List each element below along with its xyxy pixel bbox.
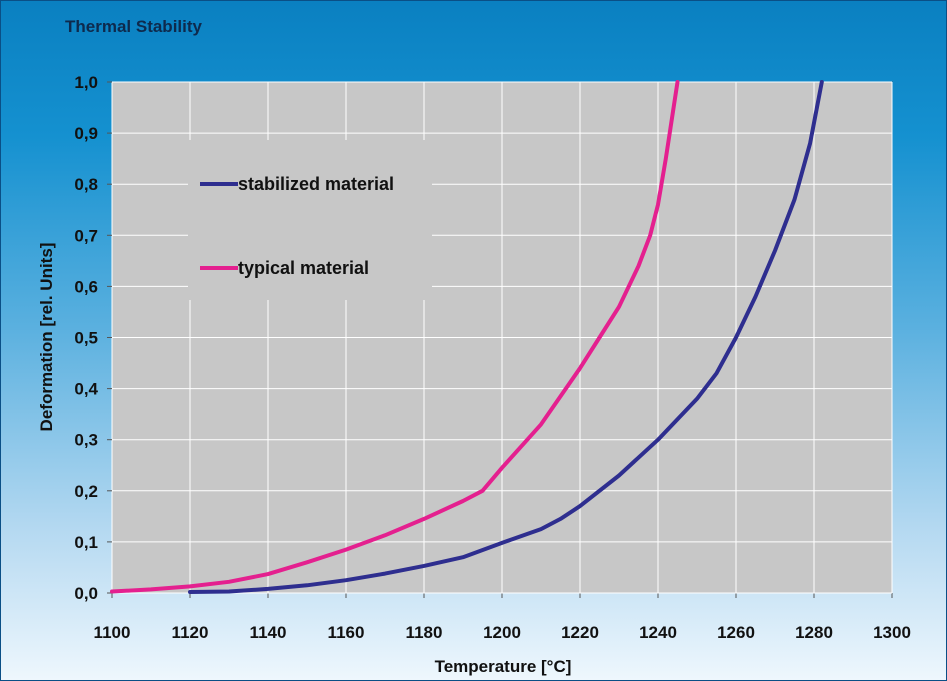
x-tick-label: 1240 xyxy=(639,623,677,642)
x-tick-label: 1260 xyxy=(717,623,755,642)
y-tick-label: 0,6 xyxy=(74,277,98,296)
x-tick-label: 1180 xyxy=(406,623,443,642)
series-layer xyxy=(110,80,824,594)
x-tick-label: 1160 xyxy=(328,623,365,642)
chart-title: Thermal Stability xyxy=(65,17,203,36)
x-axis-label: Temperature [°C] xyxy=(435,657,572,676)
x-tick-label: 1300 xyxy=(873,623,911,642)
legend-label-1: stabilized material xyxy=(238,174,394,194)
y-tick-label: 0,0 xyxy=(74,584,98,603)
y-tick-label: 0,9 xyxy=(74,124,98,143)
x-tick-label: 1220 xyxy=(561,623,599,642)
y-tick-label: 0,8 xyxy=(74,175,98,194)
y-tick-label: 0,3 xyxy=(74,431,98,450)
x-tick-label: 1100 xyxy=(94,623,131,642)
series-line-2 xyxy=(110,80,680,594)
y-tick-label: 1,0 xyxy=(74,73,98,92)
y-tick-label: 0,7 xyxy=(74,226,98,245)
legend-label-2: typical material xyxy=(238,258,369,278)
y-tick-label: 0,2 xyxy=(74,482,98,501)
y-tick-labels: 0,0 0,1 0,2 0,3 0,4 0,5 0,6 0,7 0,8 0,9 1,0 xyxy=(74,73,98,603)
legend: stabilized material typical material xyxy=(200,174,394,278)
y-tick-label: 0,5 xyxy=(74,329,98,348)
x-tick-labels: 1100 1120 1140 1160 1180 1200 1220 1240 1260 1280… xyxy=(94,623,911,642)
x-tick-label: 1120 xyxy=(172,623,209,642)
series-line-1 xyxy=(188,80,824,594)
y-axis-label: Deformation [rel. Units] xyxy=(37,243,56,432)
x-tick-label: 1140 xyxy=(250,623,287,642)
x-tick-label: 1280 xyxy=(795,623,833,642)
y-tick-label: 0,1 xyxy=(74,533,98,552)
y-tick-label: 0,4 xyxy=(74,380,98,399)
legend-box xyxy=(188,140,432,300)
x-tick-label: 1200 xyxy=(483,623,521,642)
